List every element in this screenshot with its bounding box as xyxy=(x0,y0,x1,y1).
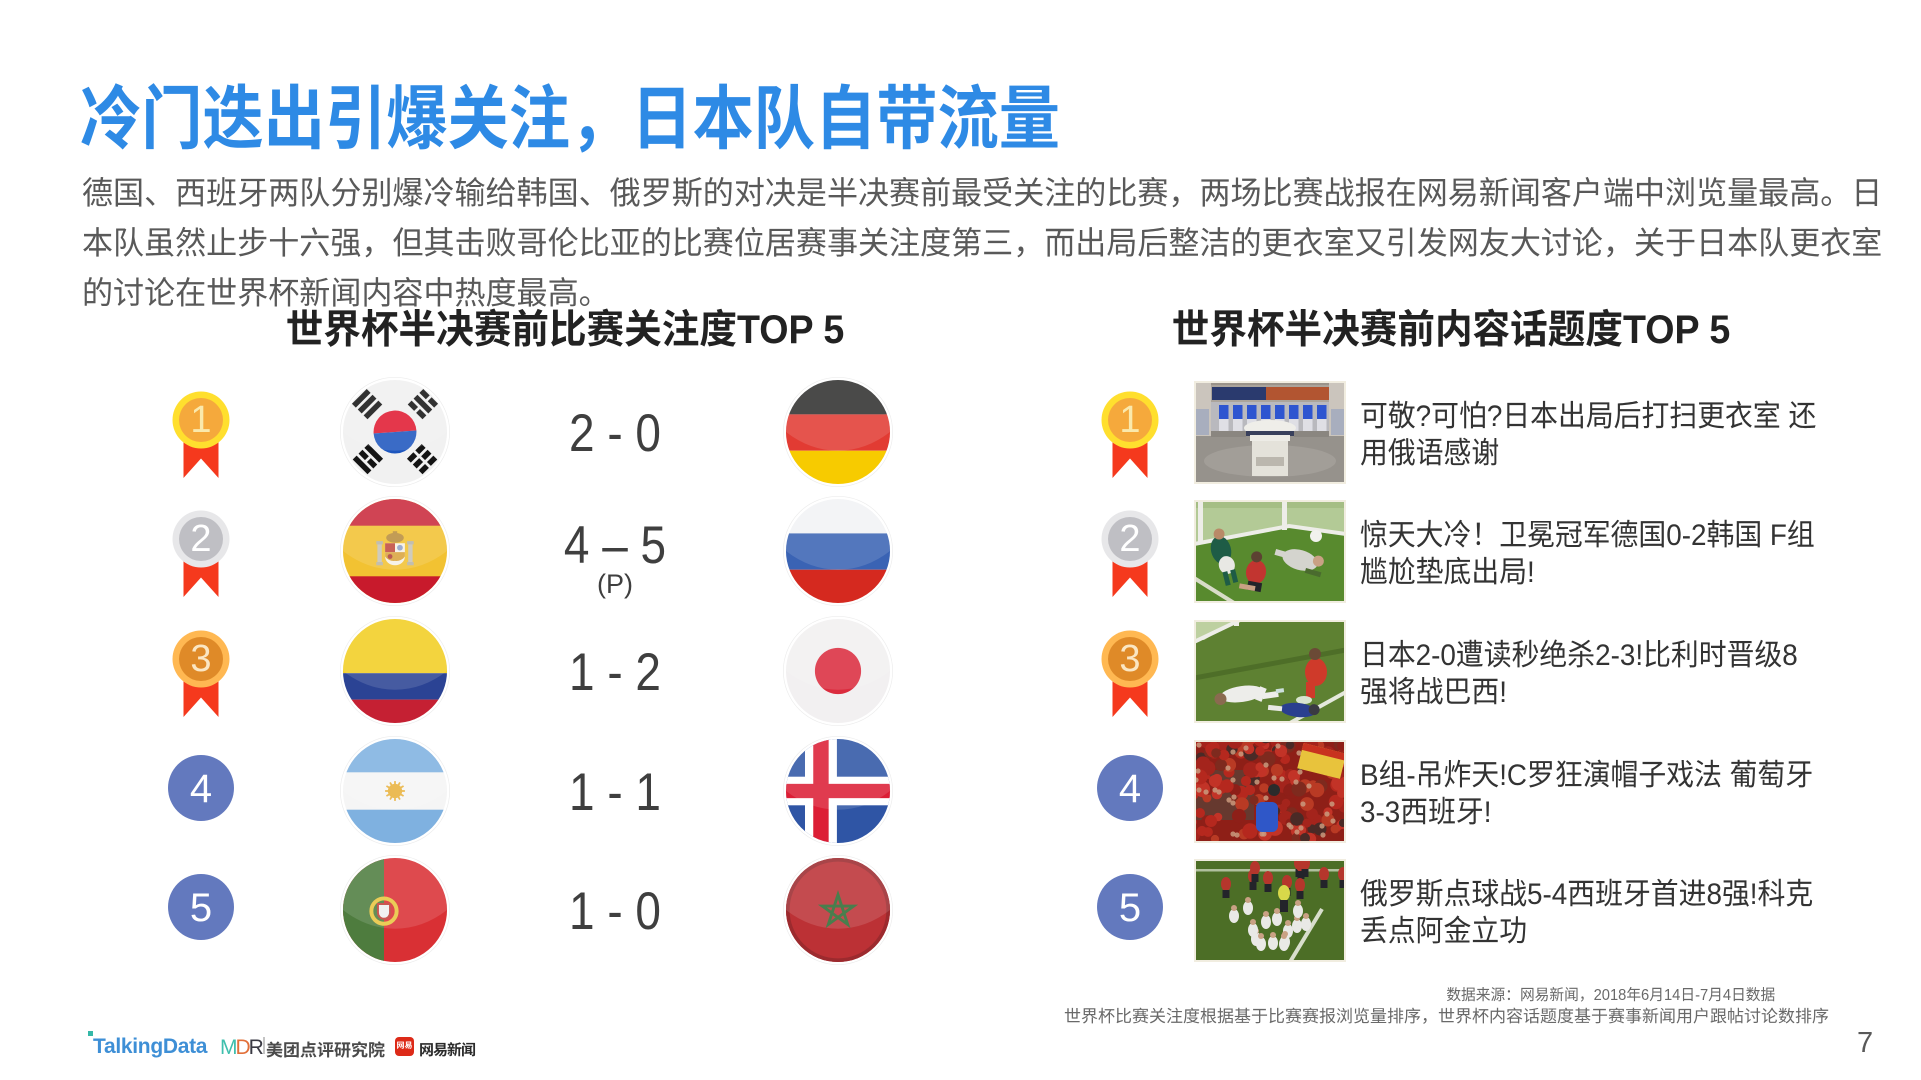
svg-text:5: 5 xyxy=(1119,886,1141,930)
svg-text:1: 1 xyxy=(190,399,211,441)
svg-text:3: 3 xyxy=(190,638,211,680)
svg-text:4: 4 xyxy=(190,767,212,811)
svg-text:4: 4 xyxy=(1119,767,1141,811)
svg-text:2: 2 xyxy=(190,518,211,560)
svg-text:3: 3 xyxy=(1119,638,1140,680)
svg-text:1: 1 xyxy=(1119,399,1140,441)
svg-text:2: 2 xyxy=(1119,518,1140,560)
svg-text:5: 5 xyxy=(190,886,212,930)
